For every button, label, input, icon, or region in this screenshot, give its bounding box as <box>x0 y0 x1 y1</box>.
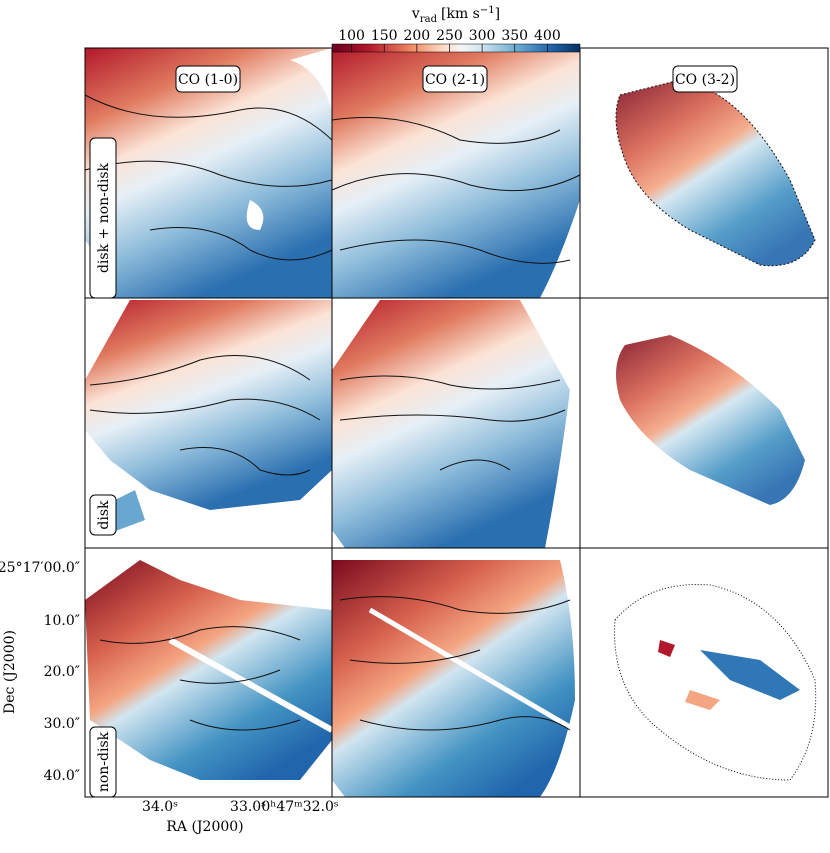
colorbar <box>331 43 581 53</box>
map <box>85 300 805 548</box>
map <box>85 560 817 797</box>
map <box>84 48 816 298</box>
row-label-text: non-disk <box>96 731 112 792</box>
colorbar-tick-label: 150 <box>371 28 398 44</box>
x-tick-label: 34.0ˢ <box>142 799 178 815</box>
row-label-box <box>89 494 117 536</box>
colorbar-label: vrad [km s−1] <box>411 5 500 25</box>
colorbar-tick-label: 400 <box>534 28 561 44</box>
colorbar-tick-label: 300 <box>469 28 496 44</box>
row-label-text: disk + non-disk <box>96 162 112 273</box>
y-axis-label: Dec (J2000) <box>2 630 18 714</box>
panel-title: CO (3-2) <box>675 72 735 88</box>
row-label-text: disk <box>96 500 112 530</box>
colorbar-tick-label: 350 <box>501 28 528 44</box>
panel-title-box <box>175 65 241 93</box>
y-tick-label: 30.0″ <box>44 716 80 732</box>
x-axis-label: RA (J2000) <box>166 819 243 835</box>
y-tick-label: 20.0″ <box>44 664 80 680</box>
row-label: disk <box>89 494 117 536</box>
colorbar-tick-label: 100 <box>338 28 365 44</box>
y-tick-label: 40.0″ <box>44 768 80 784</box>
row-label: non-disk <box>89 726 117 798</box>
colorbar-tick-label: 200 <box>403 28 430 44</box>
y-tick-label: −25°17′00.0″ <box>0 560 80 576</box>
x-tick-label: 33.0ˢ <box>230 799 266 815</box>
row-label: disk + non-disk <box>89 137 117 299</box>
y-tick-label: 10.0″ <box>44 613 80 629</box>
x-tick-label: 0ʰ47ᵐ32.0ˢ <box>261 799 339 815</box>
row-label-box <box>89 726 117 798</box>
panel-title: CO (1-0) <box>178 72 238 88</box>
row-label-box <box>89 137 117 299</box>
panel-title: CO (2-1) <box>425 72 485 88</box>
colorbar-tick-label: 250 <box>436 28 463 44</box>
panel-title-box <box>422 65 488 93</box>
panel-title-box <box>672 65 738 93</box>
